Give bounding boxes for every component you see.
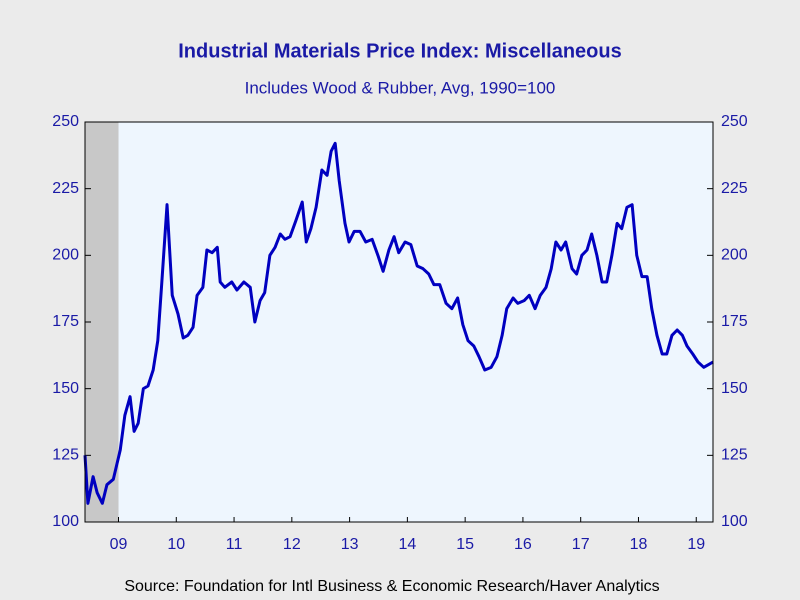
y2-tick-label: 150 (721, 380, 748, 397)
chart-subtitle: Includes Wood & Rubber, Avg, 1990=100 (245, 78, 556, 97)
y2-tick-label: 225 (721, 180, 748, 197)
y-tick-label: 225 (52, 180, 79, 197)
x-tick-label: 15 (456, 536, 474, 553)
y-tick-label: 125 (52, 447, 79, 464)
x-tick-label: 10 (167, 536, 185, 553)
y-tick-label: 250 (52, 113, 79, 130)
x-tick-label: 12 (283, 536, 301, 553)
plot-border (84, 121, 714, 523)
series-line (83, 141, 714, 505)
y2-tick-label: 200 (721, 247, 748, 264)
x-tick-label: 13 (341, 536, 359, 553)
y-tick-label: 200 (52, 247, 79, 264)
y-tick-label: 100 (52, 513, 79, 530)
y2-tick-label: 175 (721, 313, 748, 330)
y-tick-label: 175 (52, 313, 79, 330)
x-tick-label: 19 (687, 536, 705, 553)
y2-tick-label: 250 (721, 113, 748, 130)
chart-title: Industrial Materials Price Index: Miscel… (178, 40, 622, 62)
x-tick-label: 09 (110, 536, 128, 553)
x-tick-label: 14 (398, 536, 416, 553)
x-tick-label: 18 (630, 536, 648, 553)
y2-tick-label: 100 (721, 513, 748, 530)
y2-tick-label: 125 (721, 447, 748, 464)
plot-area (85, 122, 713, 522)
x-tick-label: 16 (514, 536, 532, 553)
x-tick-label: 11 (226, 536, 243, 553)
x-tick-label: 17 (572, 536, 590, 553)
source-note: Source: Foundation for Intl Business & E… (124, 578, 659, 595)
y-tick-label: 150 (52, 380, 79, 397)
